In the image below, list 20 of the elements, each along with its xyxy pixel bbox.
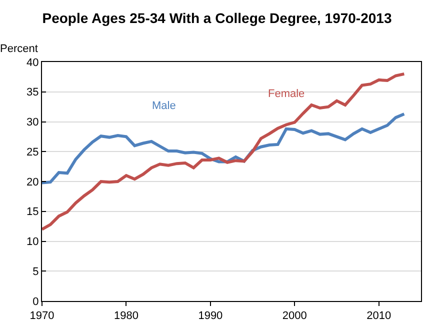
x-tick-label: 1990 [198, 310, 223, 322]
y-tick-label: 15 [26, 206, 39, 218]
y-tick-label: 40 [26, 56, 39, 69]
y-axis-title: Percent [0, 43, 38, 55]
y-tick-label: 30 [26, 116, 39, 129]
y-tick-label: 0 [32, 296, 39, 308]
y-tick-label: 10 [26, 236, 39, 248]
series-label: Female [268, 88, 305, 100]
x-tick-label: 2010 [366, 310, 392, 322]
line-series [42, 112, 406, 184]
x-tick-label: 1970 [30, 310, 54, 322]
x-tick-label: 1980 [114, 310, 138, 322]
y-tick-label: 25 [26, 146, 39, 158]
y-tick-label: 35 [26, 86, 39, 99]
y-tick-label: 20 [26, 176, 39, 188]
line-series [42, 72, 406, 231]
chart-title: People Ages 25-34 With a College Degree, 1970-2013 [42, 10, 392, 26]
x-tick-label: 2000 [282, 310, 307, 322]
text: Male [152, 100, 176, 112]
y-tick-label: 5 [32, 266, 39, 278]
